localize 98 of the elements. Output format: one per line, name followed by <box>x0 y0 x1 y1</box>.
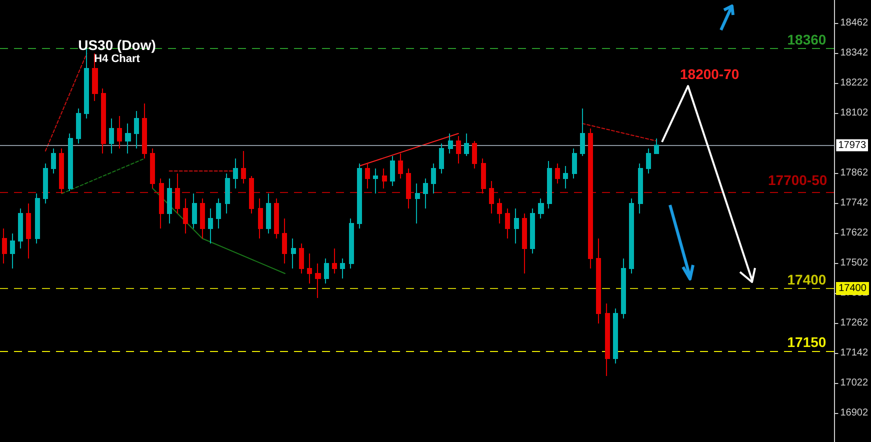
candlestick <box>225 173 230 214</box>
candlestick <box>514 208 519 244</box>
candlestick <box>613 308 618 364</box>
candlestick <box>580 108 585 156</box>
y-tick-label: 17262 <box>840 318 868 328</box>
y-tick-label: 17862 <box>840 168 868 178</box>
ref-line-label: 18360 <box>787 32 826 48</box>
ref-line-label: 17400 <box>787 272 826 288</box>
candlestick <box>646 148 651 174</box>
candlestick <box>406 168 411 209</box>
candlestick <box>572 148 577 179</box>
ref-line-label: 17150 <box>787 334 826 350</box>
candlestick <box>547 160 552 209</box>
candlestick <box>588 128 593 269</box>
candlestick <box>18 208 23 249</box>
candlestick <box>10 233 15 269</box>
candlestick <box>398 153 403 179</box>
candlestick <box>35 193 40 244</box>
candlestick <box>134 110 139 149</box>
candlestick <box>200 198 205 239</box>
candlestick <box>299 243 304 274</box>
candlestick <box>522 213 527 274</box>
y-tick-label: 17622 <box>840 228 868 238</box>
candlestick <box>382 168 387 189</box>
candlestick <box>365 163 370 189</box>
text: US30 (Dow) <box>77 37 157 53</box>
candlestick <box>596 238 601 324</box>
text: 17400 <box>836 282 869 295</box>
candlestick <box>464 133 469 156</box>
candlestick <box>76 108 81 144</box>
candlestick <box>233 158 238 189</box>
candlestick <box>481 158 486 194</box>
candlestick <box>307 253 312 284</box>
candlestick <box>183 198 188 234</box>
annotation: 17700-50 <box>768 172 828 188</box>
candlestick <box>489 180 494 214</box>
candlestick <box>258 198 263 239</box>
candlestick <box>555 163 560 184</box>
candlestick <box>175 173 180 214</box>
y-tick-label: 18342 <box>840 48 868 58</box>
candlestick <box>621 258 626 319</box>
y-tick-label: 18462 <box>840 18 868 28</box>
candlestick <box>51 148 56 174</box>
candlestick <box>241 150 246 184</box>
candlestick <box>530 208 535 254</box>
candlestick <box>654 138 659 154</box>
candlestick <box>340 258 345 279</box>
candlestick <box>167 178 172 224</box>
candlestick <box>159 178 164 229</box>
candlestick <box>563 166 568 189</box>
candlestick <box>142 103 147 159</box>
y-tick-label: 17742 <box>840 198 868 208</box>
candlestick <box>282 218 287 264</box>
candlestick <box>101 88 106 154</box>
candlestick <box>43 163 48 204</box>
ref-line-label: 17973 <box>838 140 866 151</box>
y-tick-label: 17022 <box>840 378 868 388</box>
candlestick <box>448 133 453 154</box>
candlestick <box>357 163 362 229</box>
candlestick <box>2 228 7 264</box>
candlestick <box>538 198 544 219</box>
candlestick <box>192 193 197 229</box>
candlestick <box>472 140 477 169</box>
y-tick-label: 16902 <box>840 408 868 418</box>
candlestick <box>59 148 64 194</box>
candlestick <box>291 238 296 269</box>
candlestick <box>266 193 271 234</box>
candlestick <box>216 198 221 229</box>
y-tick-label: 17142 <box>840 348 868 358</box>
y-tick-label: 18222 <box>840 78 868 88</box>
candlestick <box>373 168 378 194</box>
candlestick <box>505 208 510 239</box>
candlestick <box>150 148 155 189</box>
candlestick <box>456 136 461 164</box>
candlestick <box>415 183 420 224</box>
y-tick-label: 17502 <box>840 258 868 268</box>
candlestick <box>497 198 502 224</box>
candlestick <box>109 118 114 154</box>
y-tick-label: 18102 <box>840 108 868 118</box>
candlestick <box>638 163 643 214</box>
candlestick <box>249 176 254 214</box>
candlestick <box>274 198 279 239</box>
candlestick <box>26 203 31 259</box>
candlestick <box>324 258 329 284</box>
candlestick <box>117 116 122 149</box>
candlestick <box>332 248 337 274</box>
candlestick <box>208 208 213 244</box>
candlestick <box>439 143 444 174</box>
candlestick <box>629 198 634 274</box>
annotation: 18200-70 <box>680 66 740 82</box>
candlestick <box>315 263 321 298</box>
candlestick <box>125 123 131 154</box>
candlestick <box>68 133 73 192</box>
candlestick <box>390 156 395 186</box>
candlestick <box>431 163 436 194</box>
candlestick <box>423 178 428 209</box>
candlestick <box>349 218 354 269</box>
candlestick <box>605 303 610 376</box>
